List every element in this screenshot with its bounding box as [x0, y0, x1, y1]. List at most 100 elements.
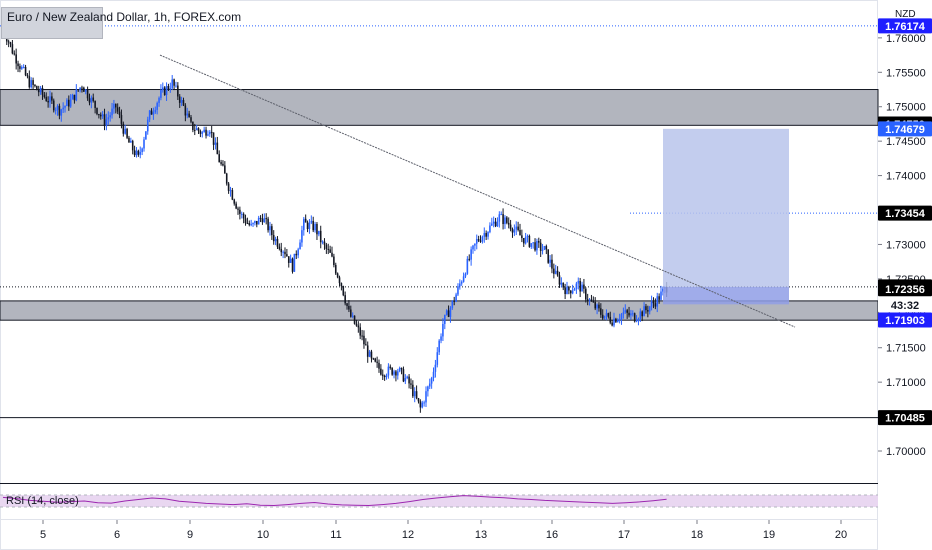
- candle-body: [227, 183, 230, 191]
- candle-body: [632, 313, 634, 315]
- candle-body: [152, 112, 155, 115]
- candle-body: [276, 238, 279, 247]
- candle-body: [530, 243, 533, 247]
- candle-body: [308, 222, 311, 230]
- candle-body: [541, 249, 544, 251]
- candle-body: [479, 240, 482, 242]
- candle-body: [90, 97, 93, 103]
- y-tick-label: 1.74000: [886, 171, 926, 183]
- candle-body: [637, 318, 640, 321]
- candle-body: [462, 276, 465, 282]
- candle-body: [474, 243, 476, 246]
- candle-body: [73, 94, 76, 101]
- candle-body: [225, 173, 228, 184]
- currency-label: NZD: [895, 9, 916, 20]
- candle-body: [645, 306, 647, 311]
- y-tick-label: 1.74500: [886, 136, 926, 148]
- rsi-pane: [0, 494, 878, 508]
- candle-body: [99, 114, 102, 117]
- candle-body: [464, 273, 467, 277]
- y-tick-label: 1.70000: [886, 446, 926, 458]
- candle-body: [162, 87, 164, 91]
- candle-body: [451, 300, 454, 308]
- candle-body: [598, 304, 600, 309]
- candle-body: [434, 364, 437, 372]
- candle-body: [297, 249, 299, 256]
- candle-body: [325, 244, 328, 249]
- y-tick-label: 1.71000: [886, 377, 926, 389]
- price-badge-label: 1.76174: [885, 21, 926, 33]
- target-zone: [663, 128, 789, 287]
- candle-body: [506, 217, 508, 223]
- price-badge-bg: [878, 205, 932, 221]
- candle-body: [507, 222, 510, 225]
- candle-body: [195, 128, 198, 130]
- candle-body: [122, 123, 125, 134]
- x-tick-label: 12: [402, 529, 414, 541]
- candle-body: [120, 114, 123, 124]
- candle-body: [515, 226, 518, 230]
- candle-body: [355, 323, 358, 326]
- candle-body: [491, 223, 493, 226]
- candle-body: [549, 259, 551, 263]
- candle-body: [654, 303, 657, 307]
- candle-body: [256, 220, 258, 225]
- candle-body: [45, 96, 48, 102]
- y-tick-label: 1.75000: [886, 102, 926, 114]
- candle-body: [68, 99, 70, 107]
- price-badges: 1.761741.747501.746791.734541.723831.723…: [878, 18, 932, 426]
- candle-body: [605, 313, 608, 316]
- candle-body: [224, 165, 226, 174]
- candle-body: [528, 235, 531, 247]
- candle-body: [427, 386, 429, 392]
- candle-body: [180, 100, 183, 103]
- x-tick-label: 13: [475, 529, 487, 541]
- candle-body: [66, 99, 68, 107]
- candle-body: [240, 213, 243, 215]
- symbol-title-bar[interactable]: [1, 7, 103, 39]
- candle-body: [564, 287, 566, 295]
- candle-body: [348, 305, 350, 310]
- candle-body: [575, 283, 578, 289]
- candle-body: [577, 280, 580, 284]
- resistance-zone: [0, 89, 879, 126]
- candle-body: [321, 241, 324, 243]
- candle-body: [408, 376, 410, 384]
- candle-body: [554, 270, 557, 274]
- candle-body: [596, 304, 598, 309]
- candle-body: [303, 218, 305, 231]
- candle-body: [601, 314, 604, 319]
- candle-body: [231, 190, 234, 200]
- candle-body: [84, 89, 87, 92]
- candle-body: [71, 94, 74, 100]
- x-tick-label: 16: [546, 529, 558, 541]
- candle-body: [116, 107, 119, 112]
- candle-body: [282, 251, 284, 253]
- candle-body: [36, 86, 38, 91]
- candle-body: [639, 311, 642, 319]
- candle-body: [489, 225, 491, 233]
- candle-body: [421, 402, 424, 408]
- candle-body: [75, 89, 78, 101]
- candle-body: [34, 84, 36, 87]
- candle-body: [475, 239, 478, 244]
- candle-body: [481, 236, 484, 242]
- candle-body: [425, 391, 427, 403]
- candle-body: [366, 345, 369, 357]
- candle-body: [54, 109, 57, 111]
- candle-body: [336, 273, 339, 278]
- candle-body: [447, 310, 450, 317]
- candle-body: [404, 378, 407, 382]
- candle-body: [419, 401, 422, 408]
- candle-body: [342, 286, 345, 296]
- candle-body: [259, 217, 262, 219]
- candle-body: [650, 301, 653, 307]
- candle-body: [88, 98, 91, 103]
- candle-body: [141, 148, 143, 153]
- candle-body: [150, 110, 153, 115]
- candle-body: [389, 366, 392, 368]
- candle-body: [103, 114, 106, 127]
- candle-body: [513, 229, 516, 233]
- candle-body: [526, 235, 529, 237]
